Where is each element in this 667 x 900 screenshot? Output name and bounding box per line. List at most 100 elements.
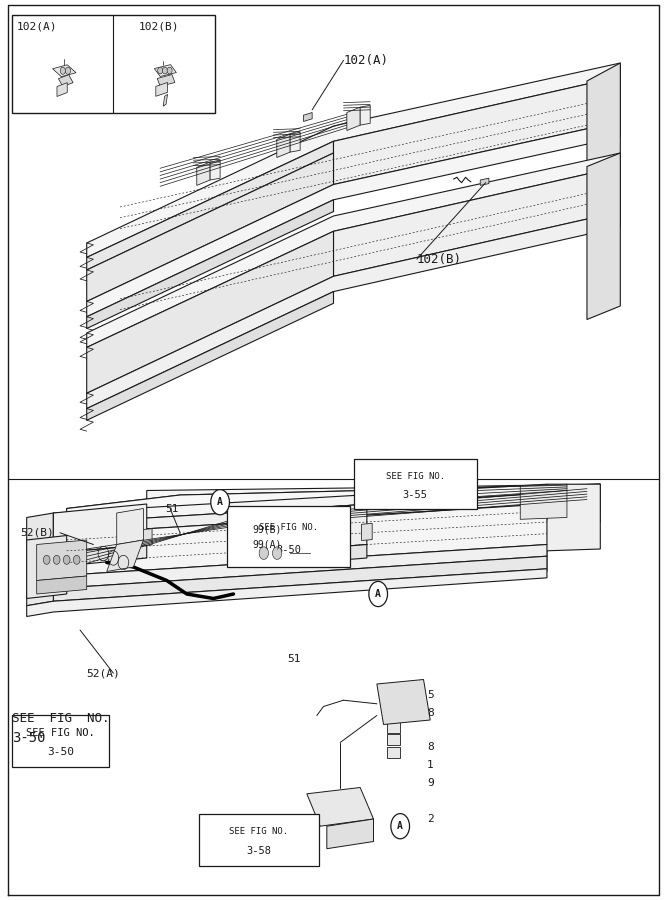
- Polygon shape: [156, 83, 167, 96]
- Polygon shape: [210, 160, 220, 180]
- Text: 3-50: 3-50: [12, 731, 45, 745]
- Text: 52(B): 52(B): [20, 527, 54, 538]
- Text: 2: 2: [427, 814, 434, 824]
- Bar: [390, 707, 407, 720]
- Polygon shape: [53, 504, 147, 554]
- Polygon shape: [303, 112, 312, 122]
- Polygon shape: [87, 63, 620, 257]
- Polygon shape: [53, 544, 547, 589]
- Polygon shape: [107, 540, 143, 572]
- Text: 52(A): 52(A): [87, 668, 121, 679]
- Polygon shape: [87, 231, 334, 393]
- Text: SEE FIG NO.: SEE FIG NO.: [386, 472, 445, 481]
- Bar: [227, 506, 350, 567]
- Circle shape: [273, 547, 281, 560]
- Text: A: A: [376, 589, 381, 599]
- Text: SEE FIG NO.: SEE FIG NO.: [26, 728, 95, 738]
- Text: 99(B): 99(B): [252, 524, 281, 535]
- Text: A: A: [398, 821, 403, 832]
- Polygon shape: [362, 524, 372, 541]
- Circle shape: [60, 68, 65, 75]
- Bar: [12, 715, 109, 767]
- Text: 102(A): 102(A): [344, 54, 388, 67]
- Polygon shape: [347, 107, 360, 130]
- Text: 8: 8: [427, 742, 434, 752]
- Polygon shape: [27, 513, 53, 606]
- Polygon shape: [520, 484, 567, 519]
- Polygon shape: [587, 63, 620, 230]
- Polygon shape: [87, 212, 620, 409]
- Text: 51: 51: [165, 503, 179, 514]
- Text: 1: 1: [427, 760, 434, 770]
- Polygon shape: [53, 65, 76, 76]
- Polygon shape: [53, 493, 547, 535]
- Polygon shape: [197, 162, 210, 185]
- Polygon shape: [53, 544, 147, 567]
- Circle shape: [259, 547, 268, 560]
- Text: SEE  FIG  NO.: SEE FIG NO.: [12, 712, 109, 724]
- Polygon shape: [87, 153, 620, 347]
- Text: 102(B): 102(B): [139, 22, 179, 32]
- Text: 3-50: 3-50: [276, 544, 301, 555]
- Text: 99(A): 99(A): [252, 539, 281, 550]
- Text: 9: 9: [427, 778, 434, 788]
- Bar: [387, 734, 400, 745]
- Circle shape: [65, 68, 71, 75]
- Circle shape: [167, 68, 172, 74]
- Text: SEE FIG NO.: SEE FIG NO.: [229, 827, 288, 836]
- Polygon shape: [53, 484, 547, 524]
- Circle shape: [73, 555, 80, 564]
- Polygon shape: [57, 83, 67, 96]
- Polygon shape: [334, 166, 620, 276]
- Polygon shape: [37, 540, 87, 580]
- Text: 3-50: 3-50: [47, 747, 74, 757]
- Circle shape: [162, 68, 167, 74]
- Bar: [387, 747, 400, 758]
- Circle shape: [369, 581, 388, 607]
- Circle shape: [157, 68, 163, 74]
- Bar: [199, 814, 319, 866]
- Bar: [354, 459, 477, 508]
- Polygon shape: [163, 94, 167, 106]
- Polygon shape: [53, 504, 547, 576]
- Polygon shape: [67, 484, 600, 546]
- Text: 3-58: 3-58: [246, 846, 271, 856]
- Polygon shape: [154, 65, 176, 76]
- Text: A: A: [217, 497, 223, 508]
- Polygon shape: [87, 292, 334, 420]
- Polygon shape: [327, 819, 374, 849]
- Polygon shape: [253, 544, 367, 567]
- Text: 8: 8: [427, 707, 434, 718]
- Polygon shape: [377, 680, 430, 724]
- Polygon shape: [87, 141, 334, 270]
- Polygon shape: [307, 788, 374, 826]
- Text: 3-55: 3-55: [403, 490, 428, 500]
- Text: 5: 5: [427, 689, 434, 700]
- Polygon shape: [520, 484, 600, 574]
- Circle shape: [53, 555, 60, 564]
- Polygon shape: [27, 536, 67, 598]
- Polygon shape: [141, 528, 152, 545]
- Text: 102(B): 102(B): [417, 253, 462, 266]
- Text: 102(A): 102(A): [17, 22, 57, 32]
- Bar: [390, 691, 407, 704]
- Polygon shape: [253, 504, 367, 554]
- Polygon shape: [87, 200, 334, 328]
- Polygon shape: [157, 75, 175, 86]
- Circle shape: [391, 814, 410, 839]
- Polygon shape: [248, 526, 259, 544]
- Bar: [387, 722, 400, 733]
- Polygon shape: [27, 569, 547, 616]
- Circle shape: [43, 555, 50, 564]
- Polygon shape: [277, 134, 290, 158]
- Polygon shape: [53, 556, 547, 601]
- Polygon shape: [67, 484, 600, 540]
- Polygon shape: [37, 576, 87, 594]
- Polygon shape: [87, 122, 620, 317]
- Polygon shape: [360, 105, 370, 125]
- Circle shape: [211, 490, 229, 515]
- Text: SEE FIG NO.: SEE FIG NO.: [259, 523, 318, 532]
- Polygon shape: [334, 76, 620, 184]
- Bar: [12, 15, 215, 112]
- Polygon shape: [290, 132, 300, 152]
